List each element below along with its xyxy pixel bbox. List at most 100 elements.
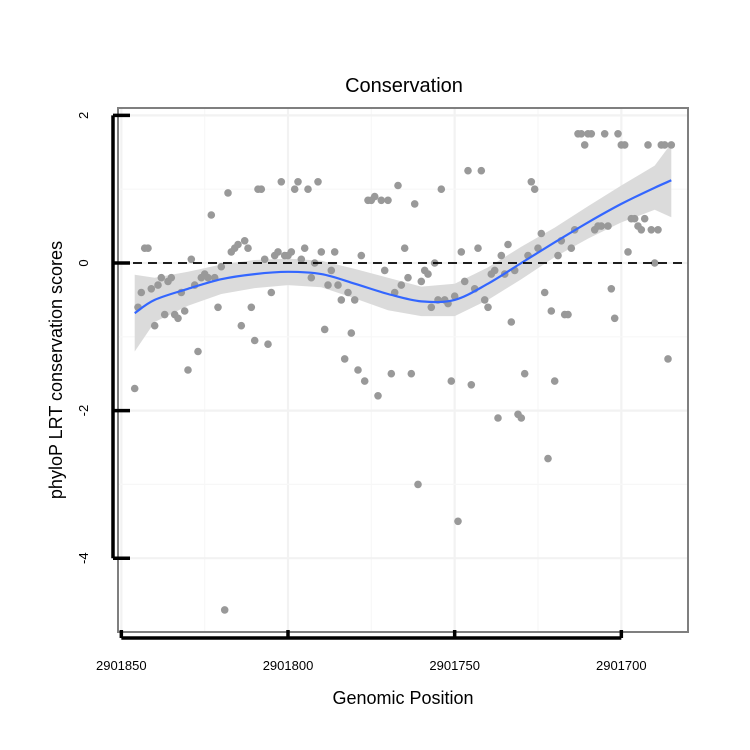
data-point xyxy=(380,266,389,275)
data-point xyxy=(184,366,192,374)
data-point xyxy=(340,355,349,363)
y-tick-label: -4 xyxy=(76,552,91,564)
data-point xyxy=(374,392,382,400)
data-point xyxy=(604,222,612,230)
data-point xyxy=(330,248,339,256)
data-point xyxy=(407,369,416,378)
data-point xyxy=(187,255,196,264)
data-point xyxy=(237,321,246,330)
data-point xyxy=(147,285,156,293)
data-point xyxy=(204,273,212,282)
data-point xyxy=(150,321,159,330)
data-point xyxy=(267,288,276,297)
data-point xyxy=(614,130,622,138)
data-point xyxy=(167,273,176,282)
data-point xyxy=(554,251,562,260)
x-tick-label: 2901800 xyxy=(263,658,314,673)
data-point xyxy=(234,240,242,249)
plot-panel xyxy=(117,107,689,633)
data-point xyxy=(644,141,652,149)
data-point xyxy=(314,178,322,186)
data-point xyxy=(620,141,629,149)
data-point xyxy=(320,325,329,334)
data-point xyxy=(294,178,302,186)
data-point xyxy=(457,248,466,256)
data-point xyxy=(354,366,362,374)
data-point xyxy=(207,211,216,219)
data-point xyxy=(194,347,202,356)
data-point xyxy=(290,185,299,193)
data-point xyxy=(217,262,226,271)
data-point xyxy=(467,381,476,389)
data-point xyxy=(494,414,502,422)
data-point xyxy=(214,303,222,312)
data-point xyxy=(550,377,559,385)
data-point xyxy=(607,285,616,293)
data-point xyxy=(370,192,379,201)
data-point xyxy=(544,454,552,463)
data-point xyxy=(527,178,536,186)
data-point xyxy=(417,277,426,286)
data-point xyxy=(424,270,432,278)
data-point xyxy=(427,303,436,312)
data-point xyxy=(504,240,512,249)
data-point xyxy=(654,226,662,234)
x-tick-label: 2901700 xyxy=(596,658,647,673)
data-point xyxy=(484,303,492,312)
data-point xyxy=(287,248,296,256)
data-point xyxy=(220,606,229,614)
data-point xyxy=(250,336,259,345)
data-point xyxy=(637,226,646,234)
data-point xyxy=(307,273,316,282)
data-point xyxy=(347,329,356,337)
data-point xyxy=(520,369,529,378)
data-point xyxy=(667,141,676,149)
data-point xyxy=(304,185,312,193)
data-point xyxy=(460,277,469,286)
x-axis-title: Genomic Position xyxy=(332,688,473,708)
data-point xyxy=(577,130,586,138)
data-point xyxy=(464,166,472,175)
chart-title: Conservation xyxy=(345,75,463,97)
data-point xyxy=(130,384,139,393)
data-point xyxy=(537,229,546,238)
smooth-line-layer xyxy=(134,179,672,315)
data-point xyxy=(277,178,286,186)
data-point xyxy=(377,196,386,205)
data-point xyxy=(160,310,169,319)
data-point xyxy=(450,292,459,301)
data-point xyxy=(264,340,272,349)
data-point xyxy=(297,255,306,264)
data-point xyxy=(414,480,422,489)
data-point xyxy=(477,166,486,175)
data-point xyxy=(300,244,309,252)
x-tick-label: 2901750 xyxy=(429,658,480,673)
data-point xyxy=(154,281,162,289)
data-point xyxy=(650,259,659,267)
data-point xyxy=(517,414,526,422)
data-point xyxy=(180,307,189,315)
data-point xyxy=(244,244,252,252)
data-point xyxy=(640,214,649,223)
data-point xyxy=(660,141,669,149)
data-point xyxy=(360,377,369,385)
data-point xyxy=(580,141,589,149)
data-point xyxy=(274,248,282,256)
data-point xyxy=(624,248,632,256)
data-point xyxy=(144,244,152,252)
data-point xyxy=(257,185,266,193)
y-tick-label: 2 xyxy=(76,112,91,119)
data-point xyxy=(664,355,672,363)
x-tick-label: 2901850 xyxy=(96,658,147,673)
y-tick-label: 0 xyxy=(76,259,91,266)
data-point xyxy=(247,303,256,312)
data-point xyxy=(630,214,639,223)
data-point xyxy=(564,310,572,319)
data-point xyxy=(610,314,619,323)
data-point xyxy=(480,296,489,304)
grid xyxy=(118,108,688,632)
data-point xyxy=(410,200,419,208)
points-layer xyxy=(130,130,676,614)
data-point xyxy=(437,185,446,193)
